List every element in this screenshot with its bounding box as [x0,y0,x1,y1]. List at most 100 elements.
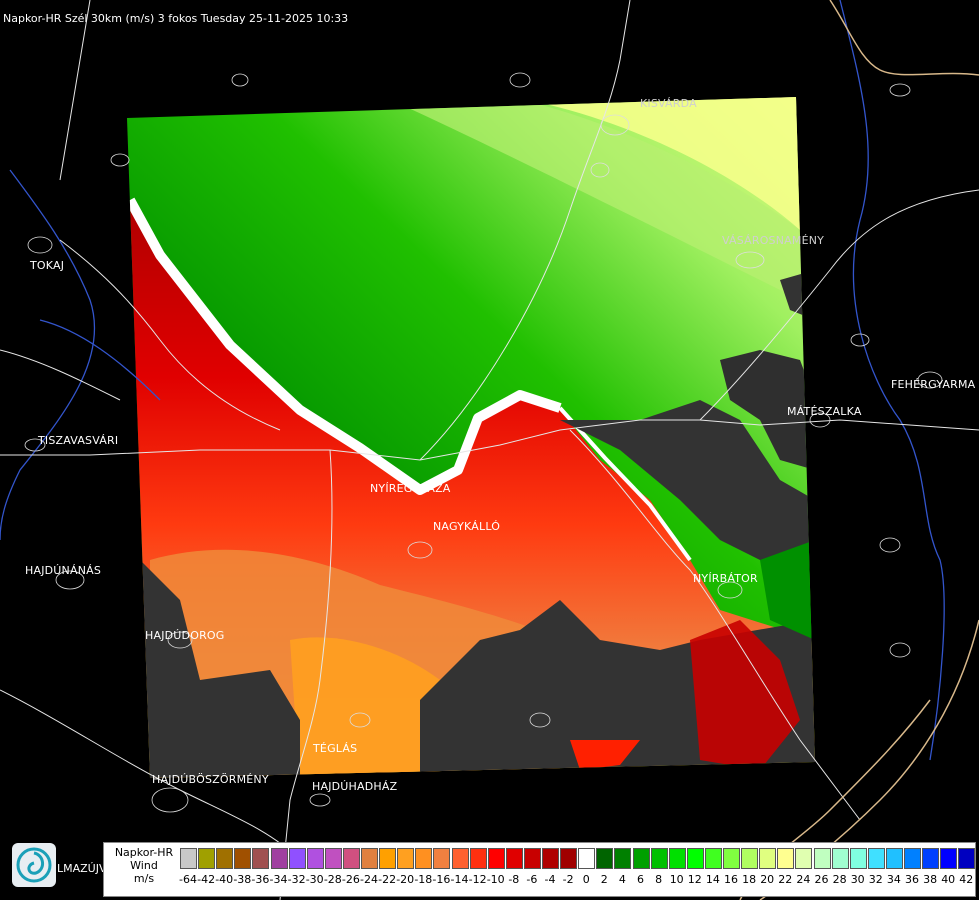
legend-swatch [180,848,197,869]
legend-swatch [523,848,541,869]
legend-tick-label: -16 [432,873,451,886]
legend-tick-label: -30 [305,873,324,886]
legend-swatch [578,848,596,869]
legend-swatch [252,848,270,869]
legend-swatch [288,848,306,869]
legend-swatch [379,848,397,869]
legend-tick-label: 14 [705,873,720,886]
legend-swatch [813,848,831,869]
legend-swatch [216,848,234,869]
legend-tick-label: 10 [669,873,684,886]
legend-swatch [650,848,668,869]
city-label-nagykallo: NAGYKÁLLÓ [433,520,501,533]
legend-swatch [759,848,777,869]
legend-tick-label: -6 [526,873,538,886]
legend-swatch [596,848,614,869]
city-label-nyirbator: NYÍRBÁTOR [693,572,758,585]
legend-tick-label: 40 [941,873,956,886]
legend-tick-label: 26 [814,873,829,886]
legend-swatch [686,848,704,869]
legend-tick-label: 12 [687,873,702,886]
legend-tick-label: -4 [544,873,556,886]
legend-swatch [922,848,940,869]
rivers [0,0,945,761]
legend-swatch [831,848,849,869]
legend-swatch [542,848,559,869]
legend-swatch [777,848,795,869]
legend-swatch [306,848,324,869]
legend-swatch [234,848,252,869]
legend-tick-label: 24 [796,873,811,886]
city-label-tokaj: TOKAJ [30,259,65,272]
legend-swatch [560,848,578,869]
legend-tick-label: 2 [600,873,608,886]
legend-tick-label: 34 [886,873,901,886]
legend-tick-label: -42 [197,873,216,886]
city-label-hajdudorog: HAJDÚDOROG [145,629,225,642]
legend-swatch [741,848,759,869]
city-label-vasarosnameny: VÁSÁROSNAMÉNY [722,234,825,247]
legend-tick-label: 42 [959,873,974,886]
city-label-hajduhadhaz: HAJDÚHADHÁZ [312,780,398,793]
legend-tick-label: -14 [450,873,469,886]
legend-swatch [433,848,451,869]
legend-swatch [795,848,813,869]
legend-tick-label: -32 [287,873,306,886]
legend-swatch [342,848,360,869]
city-label-fehergyarmat: FEHÉRGYARMA [891,378,976,391]
legend-tick-label: 0 [582,873,590,886]
legend-swatch [487,848,505,869]
legend-swatch [270,848,288,869]
legend-swatch [940,848,958,869]
legend-tick-label: -34 [269,873,288,886]
city-label-kisvarda: KISVÁRDA [640,97,697,110]
legend-swatch [469,848,487,869]
color-legend: Napkor-HR Wind m/s -64 -42 -40 -38 -36 -34 -32… [103,842,976,897]
legend-swatch [361,848,378,869]
legend-tick-label: -24 [360,873,378,886]
legend-tick-label: 16 [724,873,738,886]
city-label-hajduboszormeny: HAJDÚBÖSZÖRMÉNY [152,773,269,786]
legend-tick-label: 36 [905,873,919,886]
legend-tick-label: -12 [468,873,487,886]
legend-swatch [958,848,976,869]
zero-velocity-line [127,197,562,495]
legend-swatch [704,848,722,869]
legend-tick-label: -20 [396,873,415,886]
legend-tick-label: 28 [832,873,847,886]
legend-swatch [723,848,740,869]
legend-tick-label: -28 [323,873,342,886]
legend-tick-label: -36 [251,873,270,886]
legend-swatch [849,848,867,869]
legend-swatch [505,848,523,869]
legend-tick-label: 20 [760,873,775,886]
legend-tick-label: 32 [868,873,883,886]
legend-swatch [397,848,415,869]
legend-tick-label: 30 [850,873,865,886]
legend-tick-label: -18 [414,873,433,886]
legend-tick-label: -40 [215,873,234,886]
legend-tick-label: -8 [508,873,520,886]
legend-tick-label: -64 [179,873,197,886]
legend-swatch [198,848,216,869]
legend-tick-label: 38 [923,873,938,886]
no-data-area [140,560,300,778]
city-label-teglas: TÉGLÁS [313,742,358,755]
legend-tick-label: 18 [742,873,757,886]
strong-wind-area [500,97,800,230]
legend-swatch [324,848,342,869]
map-title: Napkor-HR Szél 30km (m/s) 3 fokos Tuesda… [3,12,349,25]
county-border [829,0,979,76]
logo-icon [12,843,56,887]
city-label-nyiregyhaza: NYÍREGYHÁZA [370,482,451,495]
city-label-mateszalka: MÁTÉSZALKA [787,405,862,418]
legend-label: Napkor-HR Wind m/s [114,846,174,885]
legend-tick-label: 6 [637,873,644,886]
radar-coverage [127,97,815,778]
legend-swatch [885,848,903,869]
legend-tick-label: -38 [233,873,252,886]
legend-swatch [867,848,885,869]
